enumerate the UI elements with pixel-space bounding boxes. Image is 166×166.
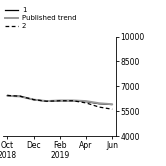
Text: 2018: 2018 <box>0 151 17 160</box>
Text: 2019: 2019 <box>50 151 69 160</box>
Legend: 1, Published trend, 2: 1, Published trend, 2 <box>4 7 76 29</box>
